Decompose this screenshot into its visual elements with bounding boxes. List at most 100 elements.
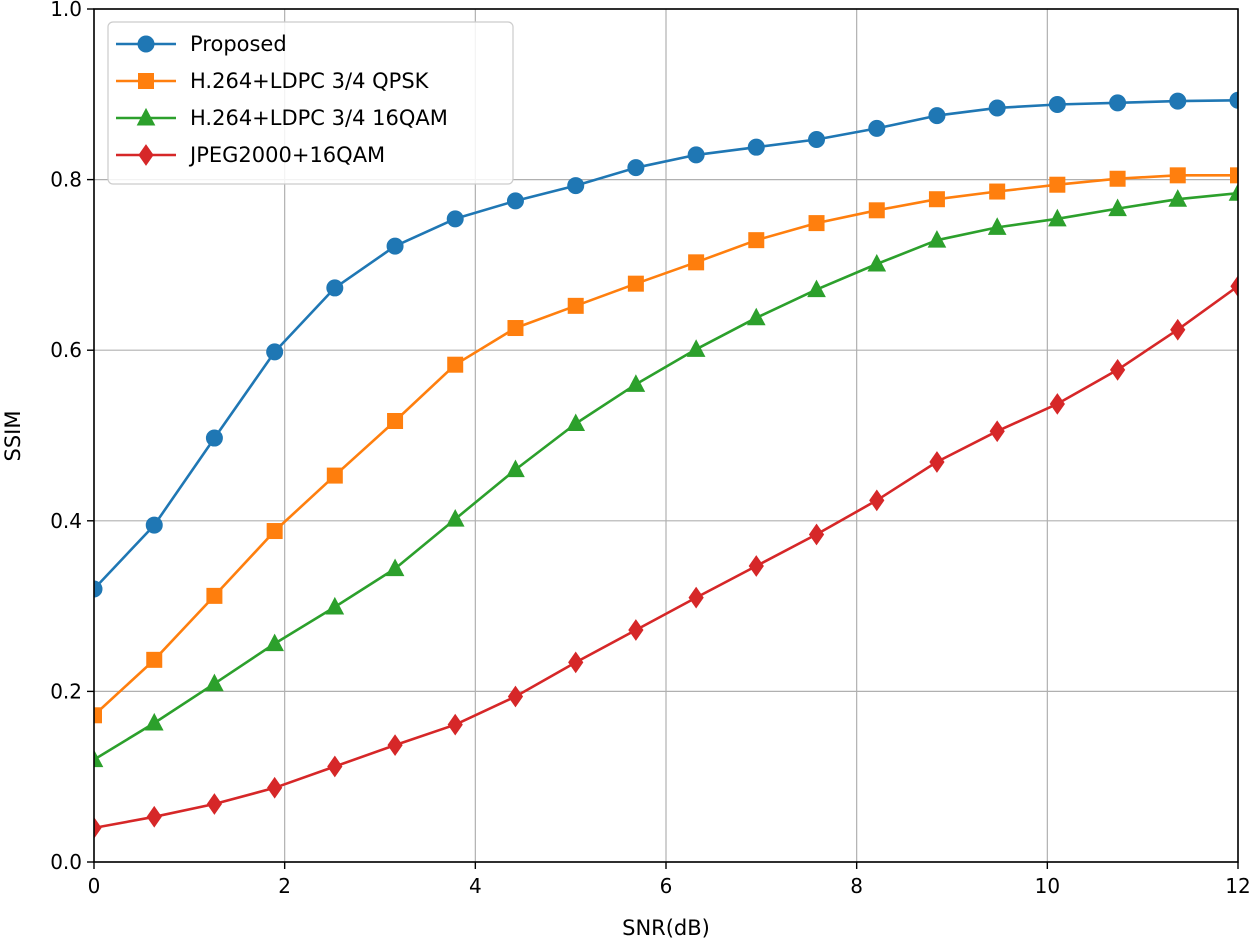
series-layer (94, 91, 1238, 839)
x-tick-label: 10 (1035, 874, 1060, 898)
data-point (567, 177, 585, 195)
data-point (446, 210, 464, 228)
data-point (506, 459, 525, 478)
data-point (928, 191, 945, 208)
x-axis-title: SNR(dB) (622, 916, 710, 940)
data-point (748, 555, 764, 577)
data-point (929, 451, 945, 473)
data-point (627, 159, 645, 177)
data-point (989, 420, 1005, 443)
data-point (568, 651, 584, 674)
data-point (326, 279, 344, 297)
tick-layer: 0 2 4 6 8 10 12 0.0 0.2 0.4 0.6 0.8 1.0 (50, 0, 1251, 898)
legend-swatch-marker (136, 107, 156, 126)
legend-item: JPEG2000+16QAM (116, 143, 385, 167)
legend-box (107, 21, 514, 185)
data-point (626, 374, 646, 392)
data-point (94, 580, 103, 598)
data-point (808, 523, 825, 546)
series-line (94, 191, 1238, 761)
data-point (144, 712, 164, 731)
data-point (748, 232, 765, 249)
data-point (989, 183, 1006, 200)
data-point (1169, 167, 1186, 184)
legend-item: Proposed (116, 32, 287, 56)
data-point (507, 685, 524, 708)
data-point (206, 587, 223, 604)
y-tick-label: 0.8 (50, 168, 82, 192)
data-point (987, 217, 1007, 235)
data-point (869, 489, 885, 512)
data-point (867, 253, 887, 272)
data-point (265, 633, 284, 652)
data-point (1230, 167, 1238, 184)
y-tick-label: 0.2 (50, 679, 82, 703)
data-point (506, 192, 524, 210)
data-point (1048, 96, 1066, 114)
data-point (387, 412, 404, 429)
legend-label: H.264+LDPC 3/4 16QAM (190, 106, 448, 130)
data-point (988, 99, 1006, 117)
legend-swatch-marker (138, 73, 154, 89)
series-line (94, 285, 1238, 830)
legend: Proposed H.264+LDPC 3/4 QPSK H.264+LDPC 3/… (107, 21, 514, 185)
data-point (266, 343, 284, 361)
legend-swatch-marker (137, 35, 155, 53)
x-tick-label: 2 (278, 874, 291, 898)
data-point (1049, 393, 1065, 415)
series-jpeg2000-16qam (94, 275, 1238, 839)
y-tick-label: 0.0 (50, 850, 82, 874)
data-point (386, 237, 404, 255)
data-point (628, 619, 644, 641)
y-axis-title: SSIM (1, 411, 25, 462)
data-point (686, 339, 706, 357)
data-point (1228, 183, 1238, 201)
data-point (385, 558, 405, 577)
series-h-264-ldpc-3-4-qpsk (94, 167, 1238, 724)
data-point (1168, 189, 1188, 207)
legend-item: H.264+LDPC 3/4 QPSK (116, 69, 430, 93)
data-point (1109, 170, 1126, 187)
data-point (447, 356, 464, 373)
data-point (747, 138, 765, 156)
series-proposed (94, 91, 1238, 598)
data-point (205, 429, 223, 447)
data-point (325, 596, 345, 615)
series-line (94, 99, 1238, 590)
y-tick-label: 0.4 (50, 509, 82, 533)
data-point (1109, 94, 1127, 112)
series-h-264-ldpc-3-4-16qam (94, 183, 1238, 768)
data-point (1170, 318, 1186, 341)
data-point (146, 805, 162, 828)
data-point (927, 230, 947, 248)
legend-item: H.264+LDPC 3/4 16QAM (116, 106, 448, 130)
legend-label: JPEG2000+16QAM (188, 143, 385, 167)
data-point (94, 749, 104, 768)
series-line (94, 174, 1238, 717)
data-point (327, 755, 343, 778)
data-point (326, 467, 343, 484)
data-point (808, 131, 826, 149)
x-tick-label: 8 (850, 874, 863, 898)
x-tick-label: 12 (1225, 874, 1250, 898)
y-tick-label: 1.0 (50, 0, 82, 21)
legend-label: Proposed (190, 32, 287, 56)
data-point (507, 320, 524, 337)
x-tick-label: 6 (660, 874, 673, 898)
data-point (1049, 176, 1066, 193)
data-point (688, 586, 704, 609)
data-point (266, 523, 283, 540)
legend-swatch-marker (138, 144, 154, 166)
data-point (94, 707, 102, 724)
data-point (1229, 91, 1238, 109)
data-point (445, 509, 465, 527)
x-tick-label: 4 (469, 874, 482, 898)
data-point (746, 307, 766, 326)
data-point (1048, 208, 1067, 227)
data-point (145, 516, 163, 534)
data-point (447, 713, 463, 736)
data-point (1169, 92, 1187, 110)
data-point (567, 297, 584, 314)
